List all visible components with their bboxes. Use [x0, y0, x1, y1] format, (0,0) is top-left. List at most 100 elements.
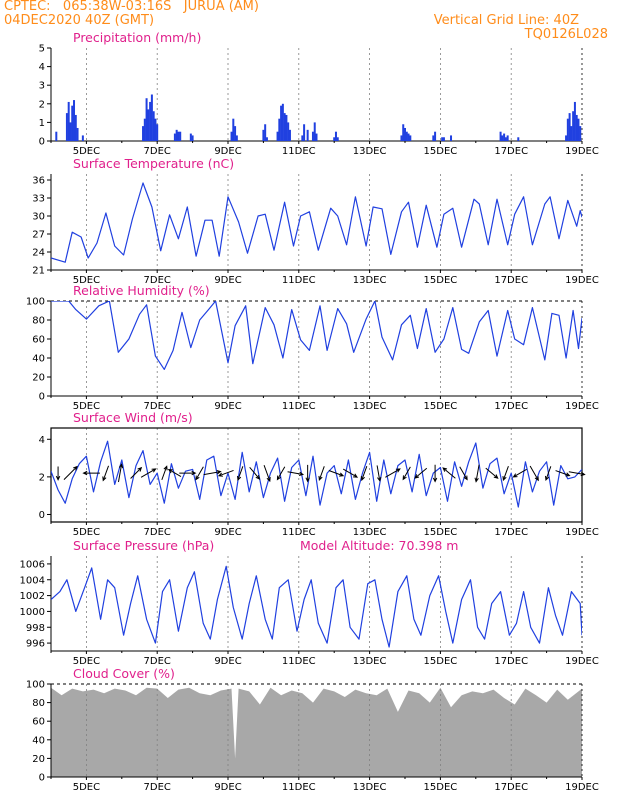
station-info: CPTEC: 065:38W-03:16S JURUA (AM) — [4, 0, 259, 14]
x-tick-label: 17DEC — [494, 527, 528, 538]
y-tick-label: 36 — [32, 176, 45, 187]
y-tick-label: 4 — [39, 435, 45, 446]
pressure-panel: 996 998 1000 1002 1004 1006 5DEC 7DEC 9DEC 11DEC 1… — [20, 538, 599, 667]
precip-bar — [287, 122, 290, 141]
precip-bar — [262, 129, 265, 141]
x-tick-label: 5DEC — [73, 146, 100, 157]
cloud-cover-area — [51, 687, 582, 777]
x-tick-label: 11DEC — [282, 527, 316, 538]
precip-bar — [572, 111, 575, 141]
precip-bar — [315, 133, 318, 141]
y-tick-label: 4 — [39, 62, 45, 73]
y-tick-label: 1006 — [20, 559, 45, 570]
x-tick-label: 13DEC — [353, 527, 387, 538]
panel-title: Surface Temperature (nC) — [73, 156, 234, 171]
x-tick-label: 9DEC — [214, 656, 241, 667]
y-tick-label: 1 — [39, 118, 45, 129]
y-tick-label: 40 — [32, 735, 45, 746]
wind-arrow — [217, 469, 234, 477]
y-tick-label: 996 — [26, 639, 45, 650]
precip-bar — [409, 135, 412, 141]
wind-arrow — [342, 468, 359, 478]
wind-arrow — [360, 465, 368, 482]
wind-arrow — [385, 468, 401, 478]
run-date: 04DEC2020 40Z (GMT) — [4, 13, 155, 28]
precip-bar — [306, 129, 309, 141]
precip-bar — [175, 129, 178, 141]
y-tick-label: 80 — [32, 698, 45, 709]
precip-bar — [230, 131, 233, 141]
wind-arrow — [485, 467, 499, 479]
x-tick-label: 11DEC — [282, 782, 316, 793]
y-tick-label: 20 — [32, 754, 45, 765]
x-tick-label: 15DEC — [424, 146, 458, 157]
precip-bar — [311, 131, 314, 141]
wind-arrow — [117, 463, 124, 483]
precip-bar — [283, 113, 286, 141]
x-tick-label: 17DEC — [494, 146, 528, 157]
x-tick-label: 9DEC — [214, 401, 241, 412]
pressure-line — [51, 565, 582, 648]
x-tick-label: 19DEC — [565, 275, 599, 286]
temperature-panel: 21 24 27 30 33 36 5DEC 7DEC 9DEC 11DEC 13DEC 15DEC 1… — [32, 156, 599, 286]
wind-arrow — [328, 470, 345, 477]
wind-arrow — [555, 470, 571, 477]
precip-bar — [234, 126, 237, 141]
humidity-line — [51, 301, 582, 370]
precip-bar — [432, 135, 435, 141]
wind-arrow — [167, 469, 182, 478]
y-tick-label: 100 — [26, 680, 45, 691]
precip-bar — [145, 98, 148, 141]
precip-bar — [301, 135, 304, 141]
y-tick-label: 1000 — [20, 607, 45, 618]
wind-arrow — [237, 466, 244, 481]
precip-bar — [276, 131, 279, 141]
x-tick-label: 11DEC — [282, 656, 316, 667]
wind-arrow — [249, 466, 261, 480]
x-tick-label: 7DEC — [144, 275, 171, 286]
precip-bar — [65, 113, 68, 141]
header: CPTEC: 065:38W-03:16S JURUA (AM) 04DEC20… — [0, 0, 618, 42]
x-tick-label: 9DEC — [214, 782, 241, 793]
y-tick-label: 30 — [32, 212, 45, 223]
wind-panel: 0 2 4 5DEC 7DEC 9DEC 11DEC 13DEC 15DEC 17DEC 19DEC… — [39, 410, 599, 538]
y-tick-label: 60 — [32, 717, 45, 728]
y-tick-label: 2 — [39, 472, 45, 483]
panel-title: Precipitation (mm/h) — [73, 30, 201, 45]
x-tick-label: 9DEC — [214, 527, 241, 538]
wind-arrow — [276, 466, 286, 481]
precip-bar — [499, 131, 502, 141]
wind-arrow — [203, 470, 222, 476]
x-tick-label: 15DEC — [424, 656, 458, 667]
precip-bar — [568, 113, 571, 141]
y-tick-label: 5 — [39, 44, 45, 55]
y-tick-label: 2 — [39, 99, 45, 110]
precip-bar — [303, 124, 306, 141]
wind-arrow — [512, 468, 527, 478]
precip-bar — [504, 137, 507, 141]
wind-arrow — [82, 470, 100, 476]
precip-bar — [76, 127, 79, 141]
wind-arrow — [402, 466, 411, 481]
x-tick-label: 5DEC — [73, 527, 100, 538]
x-tick-label: 5DEC — [73, 782, 100, 793]
x-tick-label: 13DEC — [353, 275, 387, 286]
y-tick-label: 24 — [32, 248, 45, 259]
precip-bar — [313, 122, 316, 141]
panel-title: Surface Wind (m/s) — [73, 410, 193, 425]
wind-frame — [50, 427, 583, 523]
precip-bar — [67, 101, 70, 141]
x-tick-label: 17DEC — [494, 782, 528, 793]
precip-bar — [285, 114, 288, 141]
precip-bar — [405, 131, 408, 141]
precip-bar — [434, 131, 437, 141]
panel-title: Cloud Cover (%) — [73, 666, 175, 681]
precip-bar — [179, 131, 182, 141]
x-tick-label: 19DEC — [565, 527, 599, 538]
x-tick-label: 19DEC — [565, 401, 599, 412]
wind-arrow — [545, 466, 552, 481]
y-tick-label: 0 — [39, 392, 45, 403]
x-tick-label: 15DEC — [424, 782, 458, 793]
precip-bar — [73, 100, 76, 141]
precip-bar — [156, 124, 159, 141]
